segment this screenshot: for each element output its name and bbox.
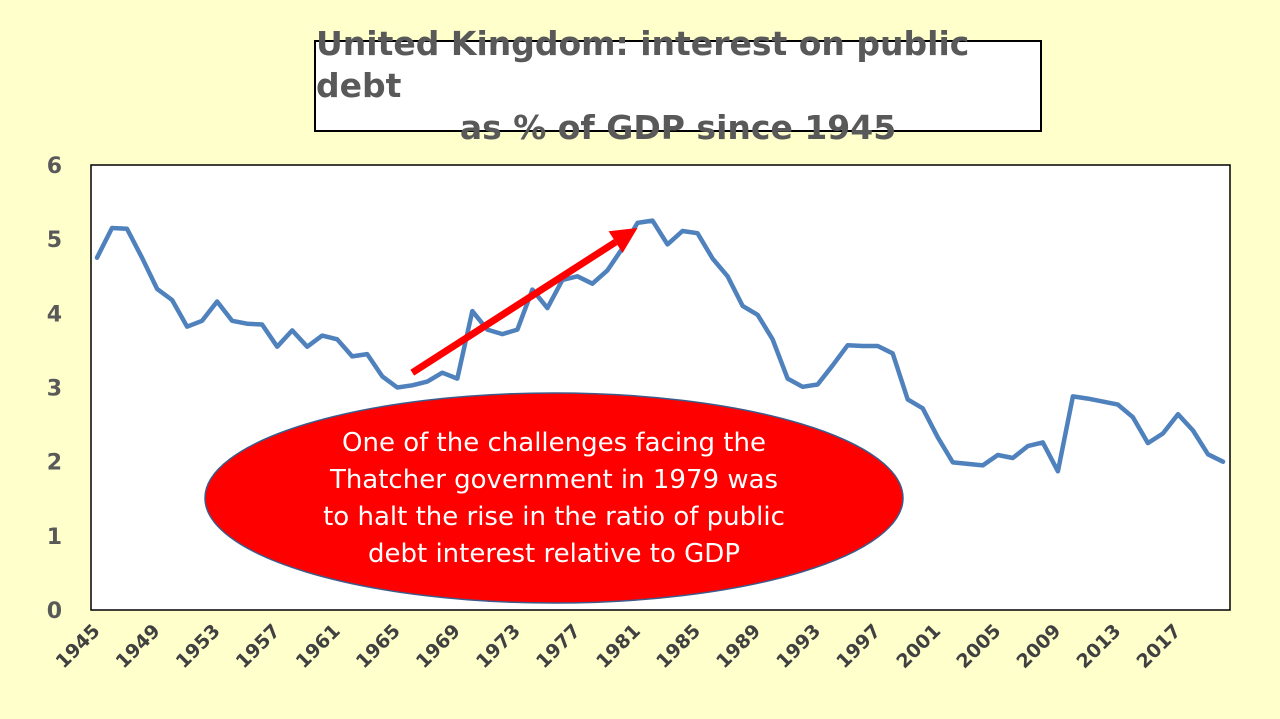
x-tick-label: 1997 [832, 620, 885, 673]
trend-arrow-head [608, 228, 638, 253]
chart-title-line-1: United Kingdom: interest on public debt [316, 24, 970, 105]
callout-line-2: Thatcher government in 1979 was [329, 464, 779, 495]
y-tick-label: 0 [47, 599, 62, 624]
callout-line-3: to halt the rise in the ratio of public [323, 501, 785, 532]
x-tick-label: 2013 [1072, 620, 1125, 673]
x-tick-label: 1981 [592, 620, 645, 673]
x-tick-label: 1957 [232, 620, 285, 673]
annotation-callout: One of the challenges facing the Thatche… [205, 393, 903, 604]
series-layer [94, 218, 1226, 474]
x-tick-label: 1965 [352, 620, 405, 673]
y-tick-label: 4 [47, 302, 62, 327]
annotation-layer [204, 228, 904, 604]
x-tick-label: 1945 [52, 620, 105, 673]
y-axis: 0 1 2 3 4 5 6 [47, 154, 62, 624]
callout-line-1: One of the challenges facing the [342, 427, 766, 458]
trend-arrow-shaft [410, 239, 618, 376]
x-tick-label: 1969 [412, 620, 465, 673]
callout-line-4: debt interest relative to GDP [367, 538, 741, 569]
x-axis: 1945 1949 1953 1957 1961 1965 1969 1973 1977 1981… [52, 620, 1186, 673]
chart-title-line-2: as % of GDP since 1945 [459, 108, 897, 147]
y-tick-label: 5 [47, 228, 62, 253]
x-tick-label: 1949 [112, 620, 165, 673]
series-line [94, 218, 1226, 474]
y-tick-label: 3 [47, 377, 62, 402]
x-tick-label: 1953 [172, 620, 225, 673]
x-tick-label: 2005 [952, 620, 1005, 673]
y-tick-label: 6 [47, 154, 62, 179]
x-tick-label: 2017 [1133, 620, 1186, 673]
y-tick-label: 1 [47, 525, 62, 550]
x-tick-label: 1973 [472, 620, 525, 673]
y-tick-label: 2 [47, 451, 62, 476]
chart-title: United Kingdom: interest on public debt … [314, 24, 1042, 147]
x-tick-label: 1977 [532, 620, 585, 673]
x-tick-label: 1961 [292, 620, 345, 673]
x-tick-label: 2001 [892, 620, 945, 673]
x-tick-label: 1985 [652, 620, 705, 673]
x-tick-label: 2009 [1012, 620, 1065, 673]
x-tick-label: 1989 [712, 620, 765, 673]
callout-ellipse [204, 392, 904, 604]
x-tick-label: 1993 [772, 620, 825, 673]
